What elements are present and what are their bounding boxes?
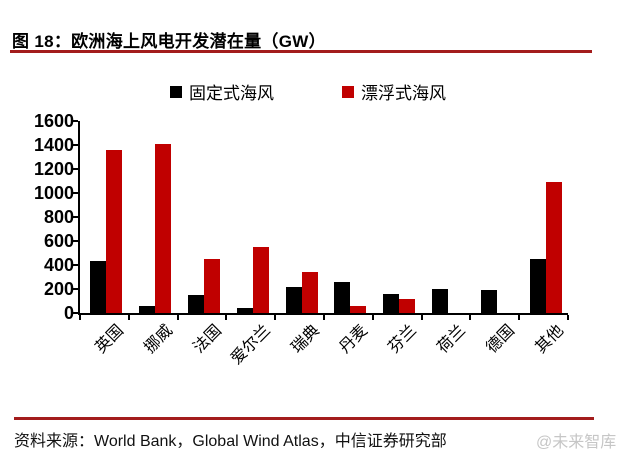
chart-legend: 固定式海风 漂浮式海风 (0, 79, 625, 103)
x-axis-tick (176, 315, 179, 320)
bar-fixed-offshore (139, 306, 156, 313)
x-axis-tick (567, 315, 569, 320)
bar-fixed-offshore (90, 261, 107, 313)
y-tick-label: 1400 (33, 135, 74, 155)
legend-swatch-icon (170, 85, 182, 98)
y-tick-label: 1600 (33, 111, 74, 131)
title-divider-rule (10, 50, 592, 53)
bar-floating-offshore (155, 143, 172, 313)
x-category-label: 挪威 (141, 322, 177, 357)
x-axis-tick (79, 315, 81, 320)
bar-floating-offshore (106, 149, 123, 313)
y-tick-label: 800 (43, 207, 74, 227)
legend-label: 漂浮式海风 (361, 84, 446, 103)
y-axis-tick (72, 168, 78, 170)
y-tick-label: 400 (43, 255, 74, 275)
bar-fixed-offshore (236, 308, 253, 313)
x-category-label: 芬兰 (385, 322, 421, 357)
x-category-label: 荷兰 (434, 322, 470, 357)
y-tick-label: 600 (43, 231, 74, 251)
bar-floating-offshore (350, 305, 367, 313)
x-axis-tick (323, 315, 325, 320)
x-axis-tick (518, 315, 521, 320)
y-axis-tick (72, 216, 78, 218)
footer-divider-rule (14, 417, 594, 420)
bar-fixed-offshore (480, 289, 497, 313)
legend-label: 固定式海风 (189, 84, 274, 103)
x-category-label: 英国 (92, 322, 128, 357)
y-axis-tick (72, 312, 78, 314)
x-axis-tick (274, 315, 277, 320)
y-tick-label: 200 (43, 279, 74, 299)
y-axis-tick (72, 240, 78, 242)
x-axis-tick (469, 315, 472, 320)
x-category-label: 德国 (483, 322, 518, 357)
bar-floating-offshore (204, 259, 220, 313)
bar-floating-offshore (399, 298, 416, 313)
bar-floating-offshore (301, 271, 318, 313)
figure-title: 图 18：欧洲海上风电开发潜在量（GW） (12, 32, 326, 51)
x-axis-tick (420, 315, 423, 320)
bar-fixed-offshore (529, 259, 546, 313)
legend-item-fixed: 固定式海风 (170, 79, 274, 104)
y-axis-tick (72, 192, 78, 194)
x-category-label: 瑞典 (287, 322, 323, 357)
legend-swatch-icon (342, 85, 354, 98)
bar-fixed-offshore (188, 295, 204, 313)
bar-floating-offshore (545, 182, 562, 313)
x-axis-tick (127, 315, 130, 320)
y-tick-label: 0 (63, 303, 74, 323)
y-axis-line (78, 121, 80, 315)
x-category-label: 爱尔兰 (227, 322, 274, 368)
y-tick-label: 1200 (33, 159, 74, 179)
bar-fixed-offshore (285, 287, 302, 313)
y-tick-label: 1000 (33, 183, 74, 203)
x-category-label: 法国 (190, 322, 226, 357)
y-axis-tick (72, 144, 78, 146)
x-axis-tick (371, 315, 374, 320)
bar-floating-offshore (252, 247, 269, 313)
bar-fixed-offshore (334, 281, 351, 313)
y-axis-tick (72, 120, 78, 122)
y-axis-tick (72, 288, 78, 290)
x-axis-line (78, 313, 568, 315)
source-text: 资料来源：World Bank，Global Wind Atlas，中信证券研究… (14, 433, 447, 450)
legend-item-floating: 漂浮式海风 (342, 79, 446, 104)
x-category-label: 其他 (531, 322, 567, 357)
watermark-text: @未来智库 (536, 434, 617, 451)
y-axis-tick (72, 264, 78, 266)
bar-fixed-offshore (432, 289, 448, 313)
bar-fixed-offshore (383, 293, 400, 313)
x-category-label: 丹麦 (336, 322, 372, 357)
x-axis-tick (225, 315, 228, 320)
